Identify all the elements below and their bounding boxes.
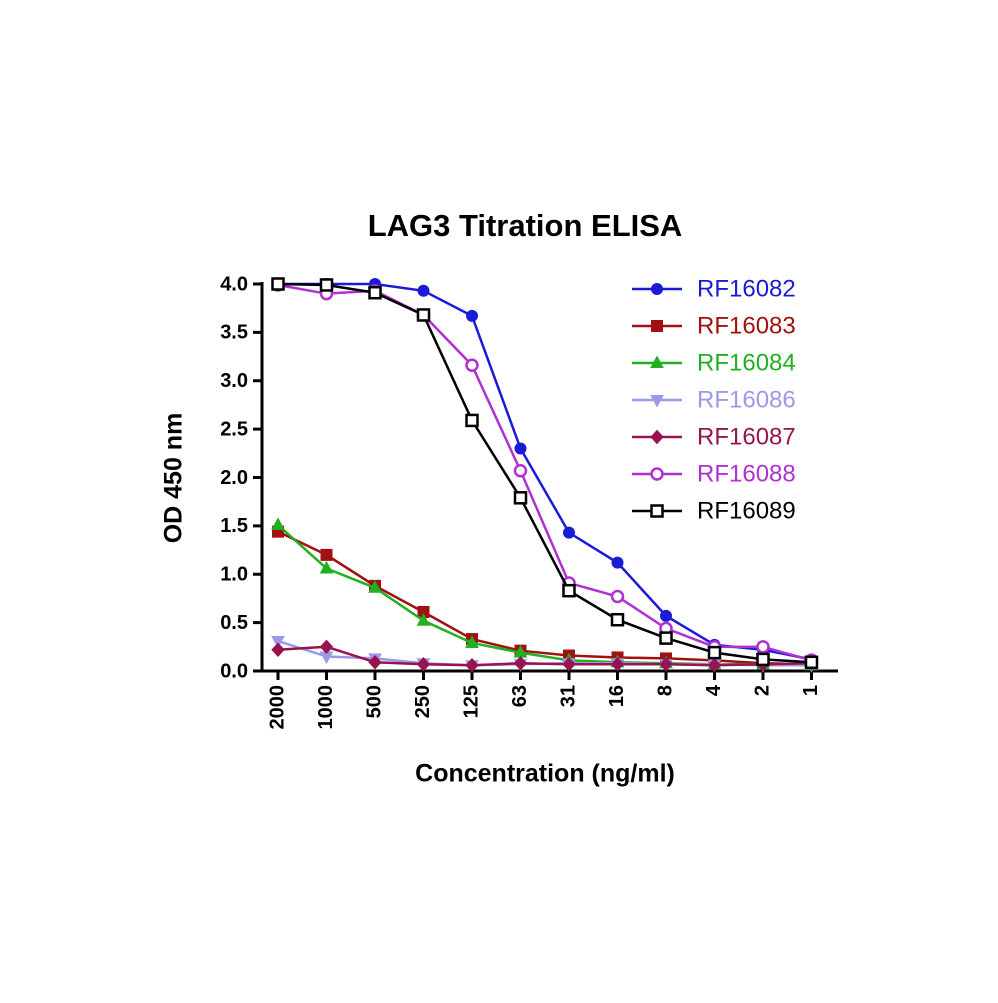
marker <box>513 491 528 505</box>
series-line <box>277 282 812 664</box>
x-tick-label: 31 <box>557 685 579 707</box>
marker <box>319 560 334 574</box>
x-tick-label: 1000 <box>315 685 337 730</box>
y-tick-label: 1.5 <box>220 515 248 537</box>
x-tick-label: 4 <box>703 684 725 696</box>
y-tick-label: 2.5 <box>220 418 248 440</box>
marker <box>416 308 431 322</box>
marker <box>650 355 664 368</box>
marker <box>320 548 333 561</box>
marker <box>756 640 770 654</box>
marker <box>513 656 528 671</box>
y-tick-label: 3.0 <box>220 370 248 392</box>
marker <box>466 309 478 322</box>
marker <box>368 655 382 670</box>
marker <box>650 395 664 408</box>
marker <box>650 467 664 481</box>
marker <box>465 635 479 648</box>
y-tick-label: 0.0 <box>220 660 248 682</box>
x-tick-label: 16 <box>606 685 628 707</box>
marker <box>650 504 664 518</box>
marker <box>562 656 576 672</box>
marker <box>660 609 672 622</box>
x-tick-label: 8 <box>654 685 676 696</box>
legend-label: RF16089 <box>697 497 796 524</box>
x-tick-label: 2000 <box>266 685 288 730</box>
legend-label: RF16086 <box>697 386 796 413</box>
marker <box>465 413 479 428</box>
y-tick-label: 3.5 <box>220 322 248 344</box>
marker <box>319 639 334 655</box>
marker <box>271 642 285 657</box>
marker <box>651 320 663 332</box>
marker <box>804 655 819 670</box>
legend-label: RF16084 <box>697 349 796 376</box>
marker <box>610 589 625 604</box>
x-tick-label: 1 <box>800 685 822 696</box>
marker <box>465 358 479 373</box>
marker <box>707 645 722 660</box>
marker <box>756 652 770 667</box>
x-tick-label: 125 <box>460 685 482 718</box>
y-tick-label: 4.0 <box>220 273 248 295</box>
marker <box>563 526 575 539</box>
marker <box>513 463 528 478</box>
y-tick-label: 2.0 <box>220 467 248 489</box>
marker <box>610 656 625 672</box>
series-line <box>277 645 812 667</box>
marker <box>514 442 527 455</box>
x-axis-label: Concentration (ng/ml) <box>415 760 675 788</box>
x-tick-label: 2 <box>751 685 773 696</box>
marker <box>707 657 722 673</box>
marker <box>271 636 285 649</box>
y-tick-label: 1.0 <box>220 564 248 586</box>
marker <box>271 517 285 530</box>
marker <box>319 278 334 292</box>
marker <box>368 285 382 300</box>
y-axis-label: OD 450 nm <box>160 413 188 544</box>
legend-label: RF16082 <box>697 275 796 302</box>
x-tick-label: 63 <box>509 685 531 707</box>
x-tick-label: 250 <box>412 685 434 718</box>
x-tick-label: 500 <box>363 685 385 718</box>
y-tick-label: 0.5 <box>220 612 248 634</box>
series-line <box>277 530 812 666</box>
marker <box>651 283 663 295</box>
marker <box>650 429 664 445</box>
marker <box>610 612 625 627</box>
chart-title: LAG3 Titration ELISA <box>368 208 683 243</box>
marker <box>611 556 624 569</box>
legend-label: RF16088 <box>697 460 796 487</box>
marker <box>416 613 431 626</box>
marker <box>465 657 479 673</box>
marker <box>417 284 430 297</box>
marker <box>562 583 576 598</box>
marker <box>368 580 382 593</box>
legend-label: RF16087 <box>697 423 796 450</box>
marker <box>659 631 673 645</box>
marker <box>416 656 431 672</box>
legend-label: RF16083 <box>697 312 796 339</box>
marker <box>659 656 673 672</box>
marker <box>271 277 285 291</box>
